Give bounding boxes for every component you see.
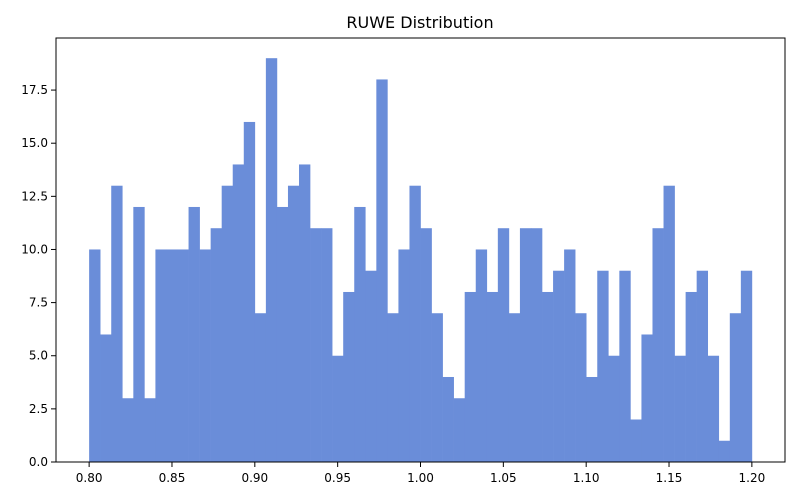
histogram-bar: [299, 164, 311, 462]
x-tick-label: 0.80: [76, 471, 103, 485]
histogram-bar: [210, 228, 222, 462]
histogram-bar: [685, 291, 697, 462]
histogram-bar: [387, 313, 399, 462]
histogram-bar: [232, 164, 245, 462]
histogram-bar: [608, 355, 620, 462]
histogram-bar: [265, 58, 278, 462]
histogram-bar: [497, 228, 510, 462]
y-axis: 0.0 2.5 5.0 7.5 10.0 12.5 15.0 17.5: [21, 83, 56, 469]
histogram-bar: [100, 334, 112, 462]
x-tick-label: 0.85: [159, 471, 186, 485]
histogram-bar: [199, 249, 211, 462]
histogram-bar: [166, 249, 178, 462]
histogram-bar: [442, 376, 454, 462]
y-tick-label: 15.0: [21, 136, 48, 150]
histogram-bar: [696, 270, 709, 462]
histogram-bar: [740, 270, 753, 462]
histogram-bar: [133, 206, 145, 462]
histogram-bar: [188, 206, 200, 462]
histogram-bar: [155, 249, 167, 462]
histogram-bar: [707, 355, 720, 462]
histogram-bar: [530, 228, 543, 462]
y-tick-label: 7.5: [29, 296, 48, 310]
histogram-bar: [221, 185, 234, 462]
y-tick-label: 17.5: [21, 83, 48, 97]
x-tick-label: 1.05: [490, 471, 517, 485]
histogram-bar: [641, 334, 653, 462]
histogram-bar: [663, 185, 675, 462]
histogram-bar: [619, 270, 631, 462]
histogram-bar: [431, 313, 443, 462]
histogram-bar: [519, 228, 532, 462]
y-tick-label: 10.0: [21, 242, 48, 256]
histogram-bar: [254, 313, 267, 462]
histogram-bar: [354, 206, 366, 462]
histogram-bar: [343, 291, 355, 462]
x-tick-label: 0.95: [324, 471, 351, 485]
histogram-bar: [243, 121, 256, 462]
histogram-bar: [420, 228, 432, 462]
x-tick-label: 1.20: [739, 471, 766, 485]
chart-title: RUWE Distribution: [346, 13, 493, 32]
bars-group: [89, 58, 753, 463]
histogram-bar: [575, 313, 587, 462]
histogram-bar: [486, 291, 499, 462]
histogram-bar: [718, 440, 731, 462]
histogram-bar: [597, 270, 609, 462]
histogram-bar: [464, 291, 477, 462]
histogram-bar: [564, 249, 576, 462]
histogram-bar: [453, 398, 466, 462]
histogram-bar: [376, 79, 388, 463]
histogram-bar: [321, 228, 333, 462]
histogram-bar: [122, 398, 134, 462]
histogram-bar: [475, 249, 488, 462]
histogram-bar: [365, 270, 377, 462]
y-tick-label: 0.0: [29, 455, 48, 469]
x-tick-label: 0.90: [241, 471, 268, 485]
histogram-bar: [674, 355, 686, 462]
x-axis: 0.80 0.85 0.90 0.95 1.00 1.05 1.10 1.15 1.20: [76, 462, 765, 485]
histogram-bar: [177, 249, 189, 462]
histogram-bar: [332, 355, 344, 462]
histogram-bar: [729, 313, 742, 462]
x-tick-label: 1.10: [573, 471, 600, 485]
histogram-bar: [310, 228, 322, 462]
histogram-bar: [586, 376, 598, 462]
histogram-bar: [287, 185, 300, 462]
x-tick-label: 1.00: [407, 471, 434, 485]
y-tick-label: 2.5: [29, 402, 48, 416]
histogram-bar: [508, 313, 521, 462]
histogram-bar: [652, 228, 664, 462]
histogram-bar: [144, 398, 156, 462]
histogram-bar: [553, 270, 565, 462]
histogram-bar: [630, 419, 642, 462]
y-tick-label: 5.0: [29, 349, 48, 363]
histogram-bar: [276, 206, 289, 462]
y-tick-label: 12.5: [21, 189, 48, 203]
histogram-bar: [542, 291, 554, 462]
histogram-bar: [409, 185, 421, 462]
histogram-bar: [398, 249, 410, 462]
x-tick-label: 1.15: [656, 471, 683, 485]
histogram-bar: [111, 185, 123, 462]
histogram-bar: [89, 249, 101, 462]
